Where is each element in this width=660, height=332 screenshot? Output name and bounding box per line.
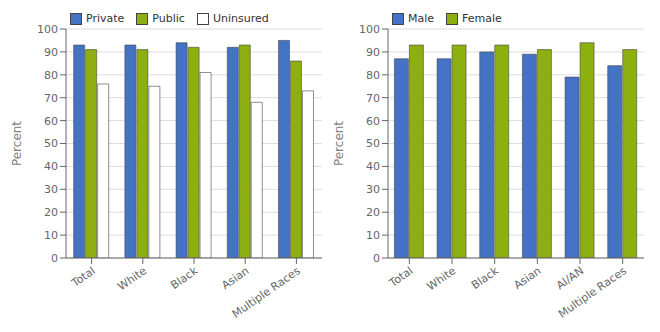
html-text:Private: Private xyxy=(86,12,125,25)
svg-text:Black: Black xyxy=(168,264,200,292)
svg-text:100: 100 xyxy=(359,23,380,36)
svg-text:80: 80 xyxy=(366,69,380,82)
svg-text:60: 60 xyxy=(366,115,380,128)
svg-text:70: 70 xyxy=(366,92,380,105)
svg-text:Percent: Percent xyxy=(10,121,24,166)
svg-text:100: 100 xyxy=(37,23,58,36)
svg-text:30: 30 xyxy=(44,183,58,196)
svg-text:White: White xyxy=(115,264,149,293)
svg-text:Total: Total xyxy=(386,264,415,290)
svg-text:60: 60 xyxy=(44,115,58,128)
html-text:Uninsured: Uninsured xyxy=(212,12,269,25)
svg-text:White: White xyxy=(425,264,459,293)
html-text:Public: Public xyxy=(152,12,185,25)
html-text:Female: Female xyxy=(462,12,502,25)
svg-text:90: 90 xyxy=(366,46,380,59)
svg-text:50: 50 xyxy=(366,137,380,150)
svg-text:10: 10 xyxy=(44,229,58,242)
svg-text:40: 40 xyxy=(44,160,58,173)
svg-text:Multiple Races: Multiple Races xyxy=(556,264,629,321)
svg-text:Percent: Percent xyxy=(332,121,346,166)
svg-text:20: 20 xyxy=(366,206,380,219)
svg-text:20: 20 xyxy=(44,206,58,219)
svg-text:0: 0 xyxy=(373,252,380,265)
svg-text:Black: Black xyxy=(469,264,501,292)
svg-text:30: 30 xyxy=(366,183,380,196)
svg-text:Asian: Asian xyxy=(511,264,543,292)
svg-text:AI/AN: AI/AN xyxy=(554,264,586,292)
svg-text:Multiple Races: Multiple Races xyxy=(230,264,303,321)
svg-text:Total: Total xyxy=(68,264,97,290)
svg-text:50: 50 xyxy=(44,137,58,150)
svg-text:0: 0 xyxy=(51,252,58,265)
svg-text:40: 40 xyxy=(366,160,380,173)
svg-text:10: 10 xyxy=(366,229,380,242)
html-text:Male: Male xyxy=(408,12,435,25)
svg-text:70: 70 xyxy=(44,92,58,105)
svg-text:90: 90 xyxy=(44,46,58,59)
svg-text:Asian: Asian xyxy=(219,264,251,292)
svg-text:80: 80 xyxy=(44,69,58,82)
